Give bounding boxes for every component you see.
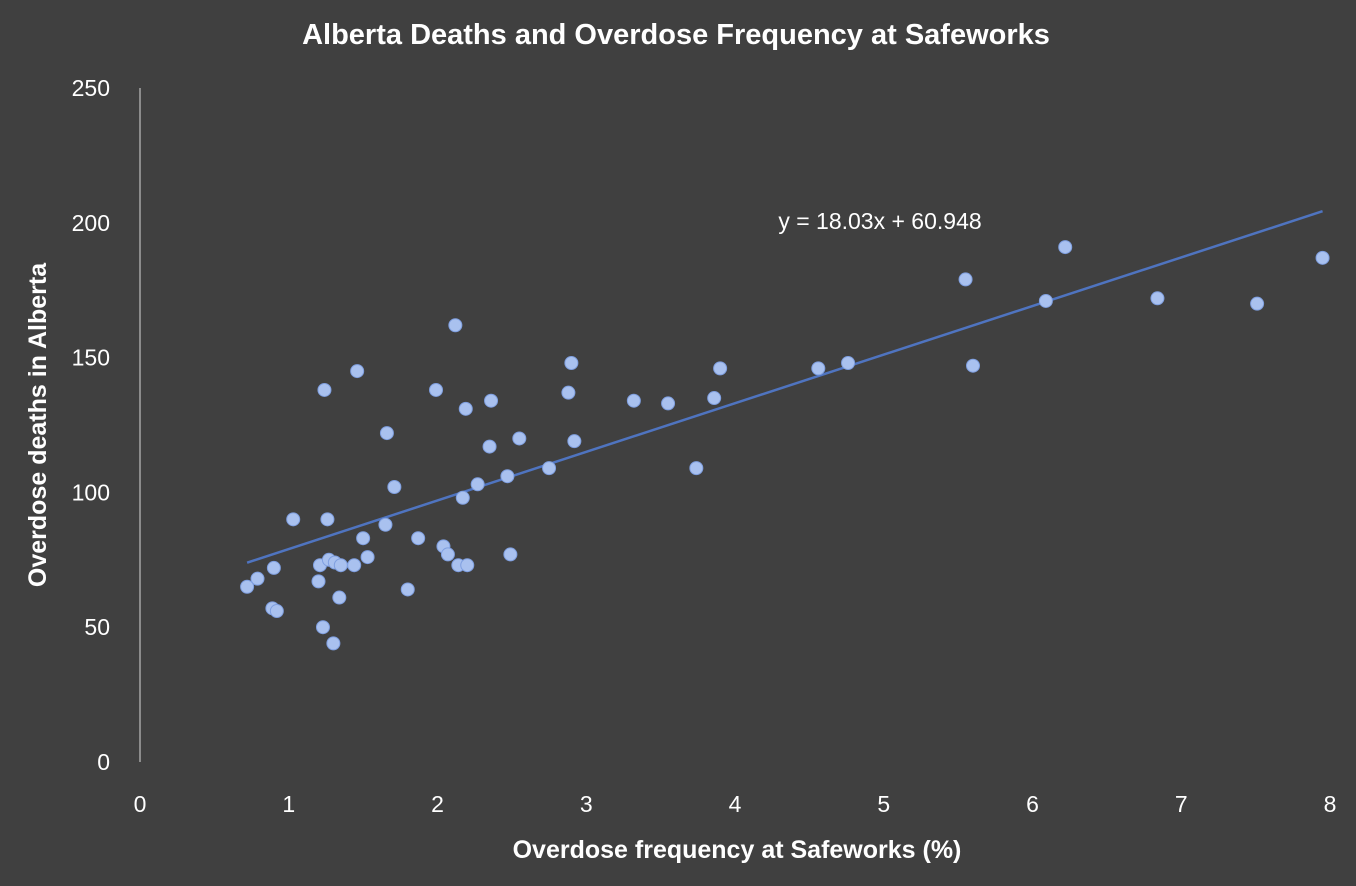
data-point bbox=[707, 391, 722, 406]
data-point bbox=[266, 560, 281, 575]
data-point bbox=[320, 512, 335, 527]
data-point bbox=[411, 531, 426, 546]
data-point bbox=[387, 480, 402, 495]
data-point bbox=[315, 620, 330, 635]
data-point bbox=[564, 355, 579, 370]
x-tick-label: 8 bbox=[1324, 791, 1337, 817]
data-point bbox=[1150, 291, 1165, 306]
x-tick-label: 4 bbox=[729, 791, 742, 817]
data-point bbox=[811, 361, 826, 376]
data-point bbox=[311, 574, 326, 589]
data-point bbox=[561, 385, 576, 400]
data-point bbox=[542, 461, 557, 476]
y-tick-label: 250 bbox=[72, 75, 110, 101]
data-point bbox=[350, 364, 365, 379]
data-point bbox=[567, 434, 582, 449]
y-tick-labels: 0 50 100 150 200 250 bbox=[72, 75, 110, 775]
data-points bbox=[240, 240, 1330, 651]
data-point bbox=[269, 604, 284, 619]
data-point bbox=[661, 396, 676, 411]
trendline bbox=[246, 210, 1323, 564]
data-point bbox=[332, 590, 347, 605]
data-point bbox=[458, 401, 473, 416]
y-tick-label: 50 bbox=[84, 614, 110, 640]
data-point bbox=[460, 558, 475, 573]
x-axis-title: Overdose frequency at Safeworks (%) bbox=[513, 836, 962, 864]
x-tick-label: 2 bbox=[431, 791, 444, 817]
data-point bbox=[356, 531, 371, 546]
x-tick-label: 3 bbox=[580, 791, 593, 817]
data-point bbox=[841, 355, 856, 370]
x-tick-label: 6 bbox=[1026, 791, 1039, 817]
data-point bbox=[440, 547, 455, 562]
data-point bbox=[958, 272, 973, 287]
data-point bbox=[360, 550, 375, 565]
x-tick-labels: 0 1 2 3 4 5 6 7 8 bbox=[134, 791, 1337, 817]
x-tick-label: 5 bbox=[877, 791, 890, 817]
data-point bbox=[503, 547, 518, 562]
data-point bbox=[240, 579, 255, 594]
data-point bbox=[455, 490, 470, 505]
data-point bbox=[470, 477, 485, 492]
data-point bbox=[347, 558, 362, 573]
data-point bbox=[378, 517, 393, 532]
data-point bbox=[713, 361, 728, 376]
data-point bbox=[429, 382, 444, 397]
y-axis-title: Overdose deaths in Alberta bbox=[24, 262, 52, 587]
y-tick-label: 0 bbox=[97, 749, 110, 775]
data-point bbox=[317, 382, 332, 397]
data-point bbox=[1038, 293, 1053, 308]
data-point bbox=[333, 558, 348, 573]
data-point bbox=[626, 393, 641, 408]
data-point bbox=[966, 358, 980, 373]
data-point bbox=[448, 318, 463, 333]
data-point bbox=[1250, 296, 1265, 311]
data-point bbox=[379, 426, 394, 441]
x-tick-label: 0 bbox=[134, 791, 147, 817]
y-tick-label: 150 bbox=[72, 345, 110, 371]
y-tick-label: 100 bbox=[72, 479, 110, 505]
data-point bbox=[286, 512, 301, 527]
data-point bbox=[500, 469, 515, 484]
data-point bbox=[689, 461, 704, 476]
trendline-equation: y = 18.03x + 60.948 bbox=[778, 208, 981, 234]
data-point bbox=[1058, 240, 1073, 255]
x-tick-label: 1 bbox=[282, 791, 295, 817]
data-point bbox=[400, 582, 415, 597]
data-point bbox=[512, 431, 527, 446]
data-point bbox=[1315, 250, 1330, 265]
data-point bbox=[482, 439, 497, 454]
y-tick-label: 200 bbox=[72, 210, 110, 236]
x-tick-label: 7 bbox=[1175, 791, 1188, 817]
chart-title: Alberta Deaths and Overdose Frequency at… bbox=[302, 19, 1050, 51]
data-point bbox=[326, 636, 341, 651]
data-point bbox=[484, 393, 499, 408]
data-point bbox=[250, 571, 265, 586]
